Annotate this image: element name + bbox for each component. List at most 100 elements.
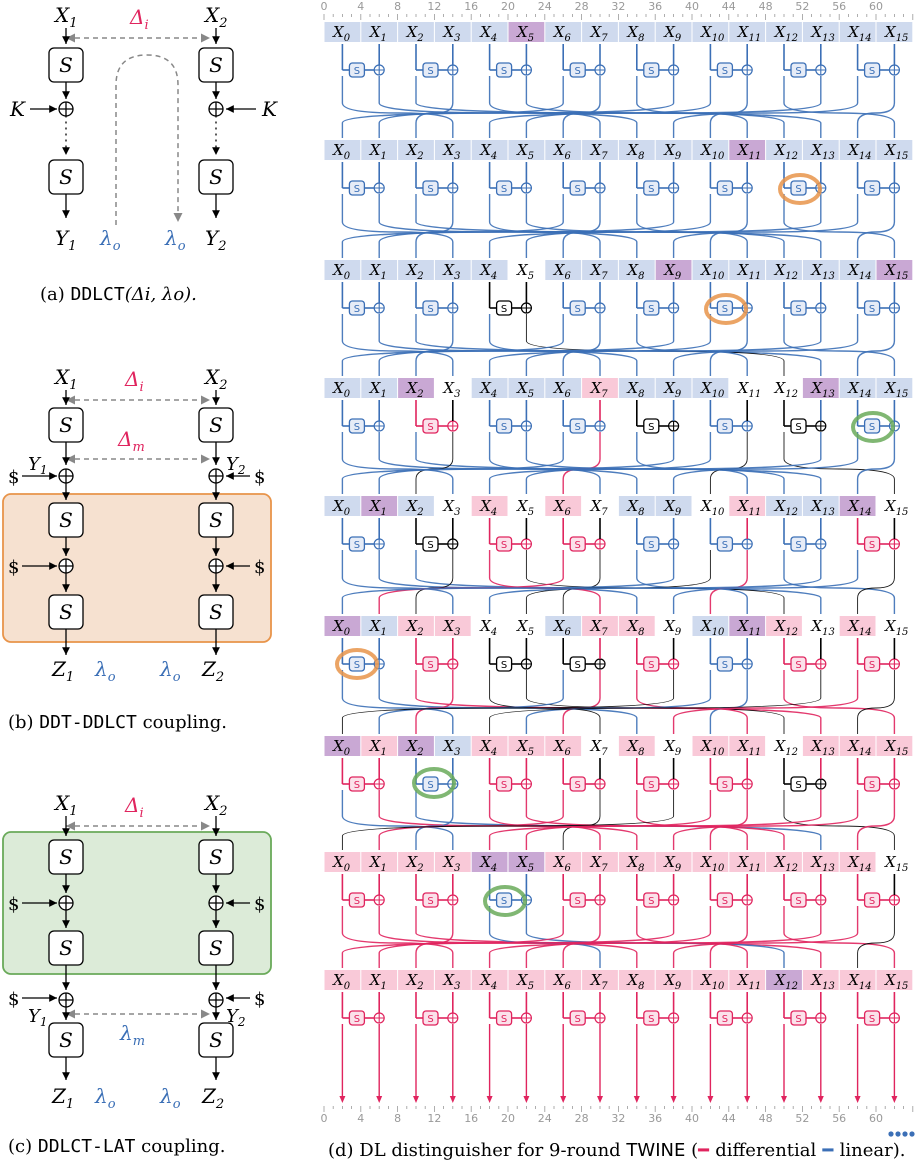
xor-cross (521, 421, 532, 431)
sbox-label: S (427, 660, 433, 671)
permutation-wire (709, 550, 748, 614)
output-arrow (413, 1096, 419, 1103)
permutation-wire (488, 550, 822, 614)
state-cell (434, 260, 471, 280)
svg-text:S: S (59, 53, 73, 77)
permutation-wire (341, 194, 454, 258)
state-cell (545, 260, 582, 280)
switch-highlight (412, 767, 456, 799)
state-cell (434, 378, 471, 398)
permutation-wire (341, 790, 454, 850)
state-cell (839, 378, 876, 398)
state-cell (471, 22, 508, 42)
state-cell (361, 616, 398, 636)
xor-cross (889, 1013, 900, 1023)
sbox-label: S (869, 184, 875, 195)
xor-cross (668, 779, 679, 789)
permutation-wire (378, 790, 638, 850)
permutation-wire (341, 432, 675, 494)
xor-cross (815, 539, 826, 549)
svg-text:S: S (209, 53, 223, 77)
state-cell (361, 378, 398, 398)
scale-label: 44 (722, 1112, 736, 1125)
permutation-wire (562, 194, 601, 258)
xor-cross (521, 65, 532, 75)
state-cell (361, 22, 398, 42)
sbox-label: S (354, 304, 360, 315)
state-cell (766, 378, 802, 398)
scale-label: 20 (501, 1112, 515, 1125)
state-cell (434, 616, 471, 636)
state-cell (729, 140, 766, 160)
svg-text:S: S (59, 165, 73, 189)
output-arrow (817, 1096, 824, 1103)
svg-text:λm: λm (119, 1021, 145, 1049)
state-cell (398, 852, 434, 872)
xor-cross (889, 659, 900, 669)
switch-highlight (851, 411, 895, 443)
sbox-label: S (354, 780, 360, 791)
permutation-wire (415, 314, 822, 376)
xor-cross (595, 421, 605, 431)
output-arrow (523, 1096, 530, 1103)
state-cell (508, 140, 545, 160)
sbox-label: S (869, 780, 875, 791)
state-cell (802, 378, 839, 398)
sbox-label: S (648, 896, 654, 907)
xor-cross (889, 183, 900, 193)
permutation-wire (415, 432, 454, 494)
permutation-wire (525, 550, 711, 614)
state-cell (839, 22, 876, 42)
scale-label: 32 (611, 1112, 625, 1125)
state-cell (545, 140, 582, 160)
state-cell (361, 496, 398, 516)
permutation-wire (857, 550, 895, 614)
panel-a-caption: (a) DDLCT(Δi, λo). (40, 284, 197, 305)
permutation-wire (562, 550, 601, 614)
xor-cross (889, 895, 900, 905)
state-cell (876, 260, 913, 280)
scale-label: 48 (759, 1112, 773, 1125)
state-cell (618, 852, 655, 872)
state-cell (398, 736, 434, 756)
xor-cross (815, 895, 826, 905)
state-cell (692, 736, 729, 756)
state-cell (361, 736, 398, 756)
sbox-label: S (648, 540, 654, 551)
sbox-label: S (354, 184, 360, 195)
sbox-label: S (501, 66, 507, 77)
scale-label: 36 (648, 0, 662, 13)
svg-text:S: S (59, 845, 73, 869)
xor-cross (815, 303, 826, 313)
svg-text:S: S (59, 1028, 73, 1052)
xor-cross (668, 1013, 679, 1023)
state-cell (618, 736, 655, 756)
permutation-wire (525, 76, 712, 138)
sbox-label: S (648, 780, 654, 791)
state-cell (802, 22, 839, 42)
sbox-label: S (722, 896, 728, 907)
sbox-label: S (427, 780, 433, 791)
permutation-wire (525, 790, 712, 850)
permutation-wire (341, 550, 454, 614)
permutation-wire (341, 432, 454, 494)
state-cell (655, 260, 692, 280)
permutation-wire (415, 76, 454, 138)
state-cell (618, 378, 655, 398)
permutation-wire (415, 790, 822, 850)
xor-cross (374, 65, 385, 75)
state-cell (508, 22, 545, 42)
state-cell (582, 736, 618, 756)
state-cell (655, 852, 692, 872)
svg-text:$: $ (254, 989, 265, 1010)
state-cell (802, 140, 839, 160)
xor-cross (374, 1013, 385, 1023)
switch-highlight (335, 648, 379, 680)
permutation-wire (636, 76, 748, 138)
permutation-wire (488, 790, 822, 850)
xor-cross (742, 895, 753, 905)
permutation-wire (378, 906, 564, 968)
sbox-label: S (869, 540, 875, 551)
xor-cross (447, 659, 458, 669)
state-cell (692, 970, 729, 990)
